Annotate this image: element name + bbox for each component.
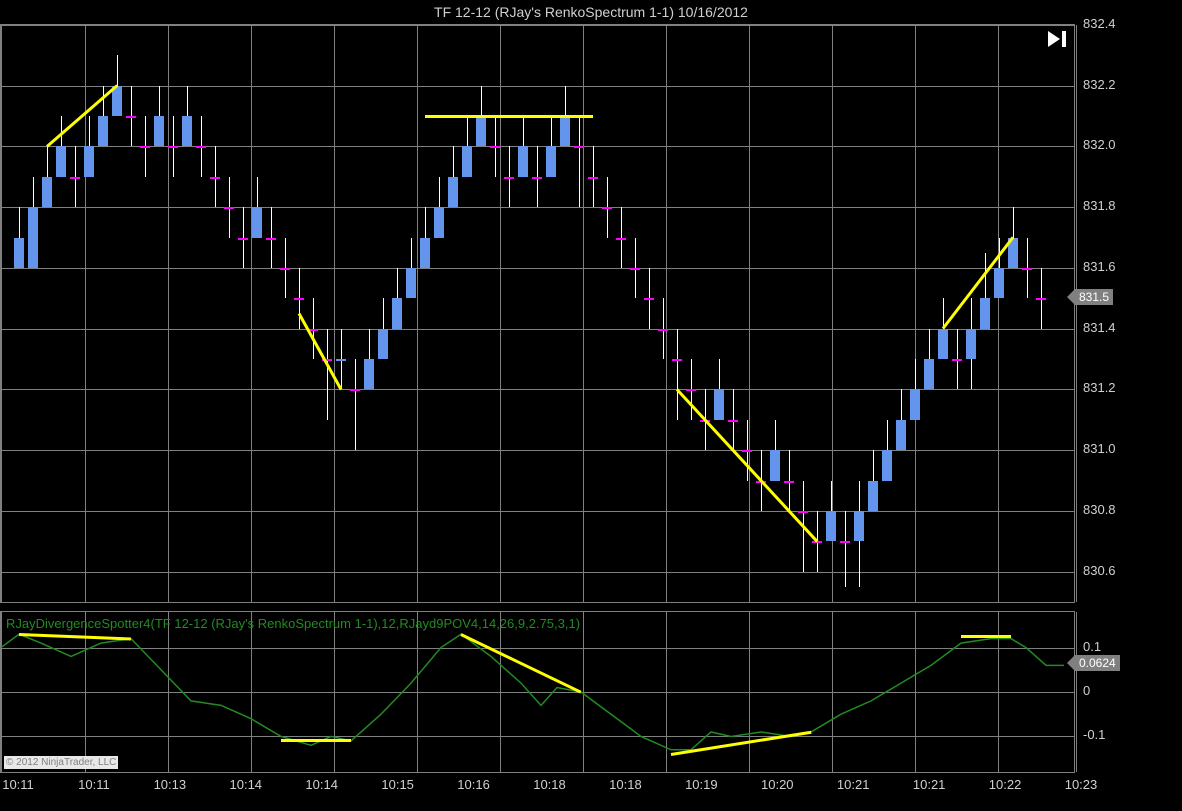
grid-line	[1, 25, 1074, 26]
y-axis-label: 830.6	[1083, 563, 1116, 578]
x-axis-label: 10:16	[457, 777, 490, 792]
indicator-y-axis: -0.1 0 0.10.0624	[1075, 611, 1182, 773]
y-axis-label: 830.8	[1083, 502, 1116, 517]
trend-line	[676, 388, 818, 542]
y-axis-label: 831.6	[1083, 259, 1116, 274]
x-axis-label: 10:22	[989, 777, 1022, 792]
grid-line	[1, 207, 1074, 208]
y-axis-label: 0	[1083, 683, 1090, 698]
x-axis-label: 10:23	[1065, 777, 1098, 792]
y-axis-label: 831.2	[1083, 380, 1116, 395]
trend-line	[961, 635, 1011, 638]
y-axis-label: 832.4	[1083, 16, 1116, 31]
grid-line	[1, 329, 1074, 330]
grid-line	[1, 450, 1074, 451]
grid-line	[998, 25, 999, 602]
grid-line	[168, 25, 169, 602]
current-indicator-marker: 0.0624	[1075, 655, 1120, 671]
grid-line	[334, 25, 335, 602]
indicator-line	[1, 634, 1064, 750]
trend-line	[298, 313, 343, 390]
trend-line	[425, 115, 593, 118]
time-x-axis: 10:11 10:11 10:13 10:14 10:14 10:15 10:16 10:18…	[0, 775, 1075, 800]
x-axis-label: 10:15	[381, 777, 414, 792]
grid-line	[915, 25, 916, 602]
grid-line	[251, 25, 252, 602]
price-y-axis: 830.6 830.8 831.0 831.2 831.4 831.6 831.8 832.0…	[1075, 24, 1182, 603]
x-axis-label: 10:21	[913, 777, 946, 792]
x-axis-label: 10:19	[685, 777, 718, 792]
grid-line	[1, 268, 1074, 269]
x-axis-label: 10:20	[761, 777, 794, 792]
grid-line	[1, 86, 1074, 87]
chart-title: TF 12-12 (RJay's RenkoSpectrum 1-1) 10/1…	[0, 0, 1182, 24]
y-axis-label: 0.1	[1083, 639, 1101, 654]
grid-line	[583, 25, 584, 602]
x-axis-label: 10:13	[154, 777, 187, 792]
grid-line	[417, 25, 418, 602]
x-axis-label: 10:14	[305, 777, 338, 792]
play-forward-icon[interactable]	[1048, 31, 1068, 52]
x-axis-label: 10:18	[533, 777, 566, 792]
trend-line	[281, 739, 351, 742]
y-axis-label: 831.4	[1083, 320, 1116, 335]
grid-line	[666, 25, 667, 602]
y-axis-label: 831.8	[1083, 198, 1116, 213]
copyright-label: © 2012 NinjaTrader, LLC	[4, 756, 118, 769]
x-axis-label: 10:21	[837, 777, 870, 792]
grid-line	[500, 25, 501, 602]
indicator-label: RJayDivergenceSpotter4(TF 12-12 (RJay's …	[6, 616, 580, 631]
grid-line	[1, 511, 1074, 512]
current-price-marker: 831.5	[1075, 289, 1113, 305]
grid-line	[1, 25, 2, 602]
y-axis-label: 831.0	[1083, 441, 1116, 456]
y-axis-label: 832.0	[1083, 137, 1116, 152]
grid-line	[1, 572, 1074, 573]
indicator-chart[interactable]: RJayDivergenceSpotter4(TF 12-12 (RJay's …	[0, 611, 1075, 773]
y-axis-label: -0.1	[1083, 727, 1105, 742]
x-axis-label: 10:11	[78, 777, 110, 792]
x-axis-label: 10:14	[230, 777, 263, 792]
y-axis-label: 832.2	[1083, 77, 1116, 92]
main-price-chart[interactable]	[0, 24, 1075, 603]
x-axis-label: 10:11	[2, 777, 34, 792]
x-axis-label: 10:18	[609, 777, 642, 792]
grid-line	[749, 25, 750, 602]
